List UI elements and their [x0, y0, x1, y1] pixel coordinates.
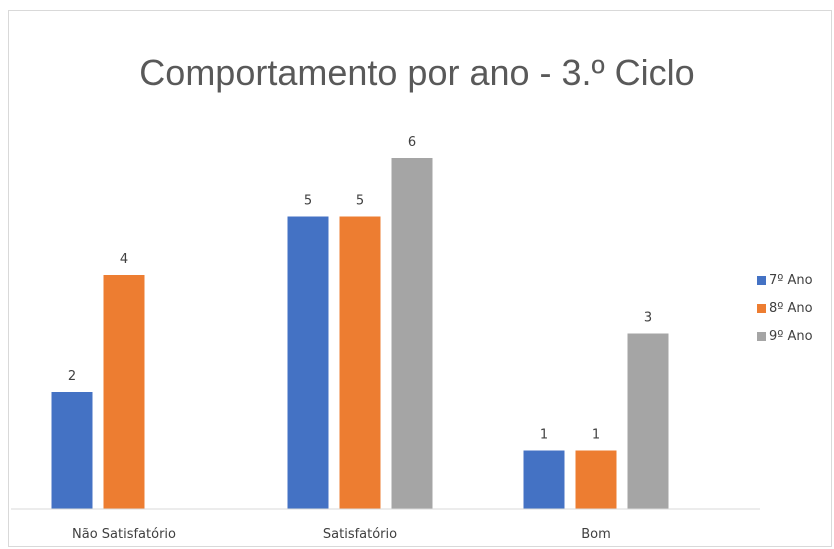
- legend-item-2: 9º Ano: [757, 322, 813, 350]
- data-label-2-0: 1: [540, 428, 548, 443]
- data-label-1-1: 5: [356, 194, 364, 209]
- x-tick-label-2: Bom: [581, 527, 611, 542]
- bar-1-2: [391, 158, 433, 509]
- bar-0-0: [51, 392, 93, 509]
- bar-2-1: [575, 450, 617, 509]
- legend-label-1: 8º Ano: [769, 300, 813, 316]
- bar-2-0: [523, 450, 565, 509]
- x-tick-label-1: Satisfatório: [323, 527, 397, 542]
- legend-swatch-1: [757, 303, 766, 313]
- data-label-2-2: 3: [644, 311, 652, 326]
- data-label-1-2: 6: [408, 135, 416, 150]
- data-label-0-1: 4: [120, 252, 128, 267]
- data-label-0-0: 2: [68, 369, 76, 384]
- legend-item-0: 7º Ano: [757, 266, 813, 294]
- bar-0-1: [103, 275, 145, 509]
- data-label-1-0: 5: [304, 194, 312, 209]
- chart-title: Comportamento por ano - 3.º Ciclo: [139, 52, 695, 93]
- legend-swatch-2: [757, 331, 766, 341]
- data-label-2-1: 1: [592, 428, 600, 443]
- x-tick-label-0: Não Satisfatório: [72, 527, 176, 542]
- bar-2-2: [627, 333, 669, 509]
- legend: 7º Ano 8º Ano 9º Ano: [757, 266, 813, 350]
- bar-1-0: [287, 216, 329, 509]
- legend-swatch-0: [757, 275, 766, 285]
- legend-label-2: 9º Ano: [769, 328, 813, 344]
- legend-item-1: 8º Ano: [757, 294, 813, 322]
- bar-1-1: [339, 216, 381, 509]
- legend-label-0: 7º Ano: [769, 272, 813, 288]
